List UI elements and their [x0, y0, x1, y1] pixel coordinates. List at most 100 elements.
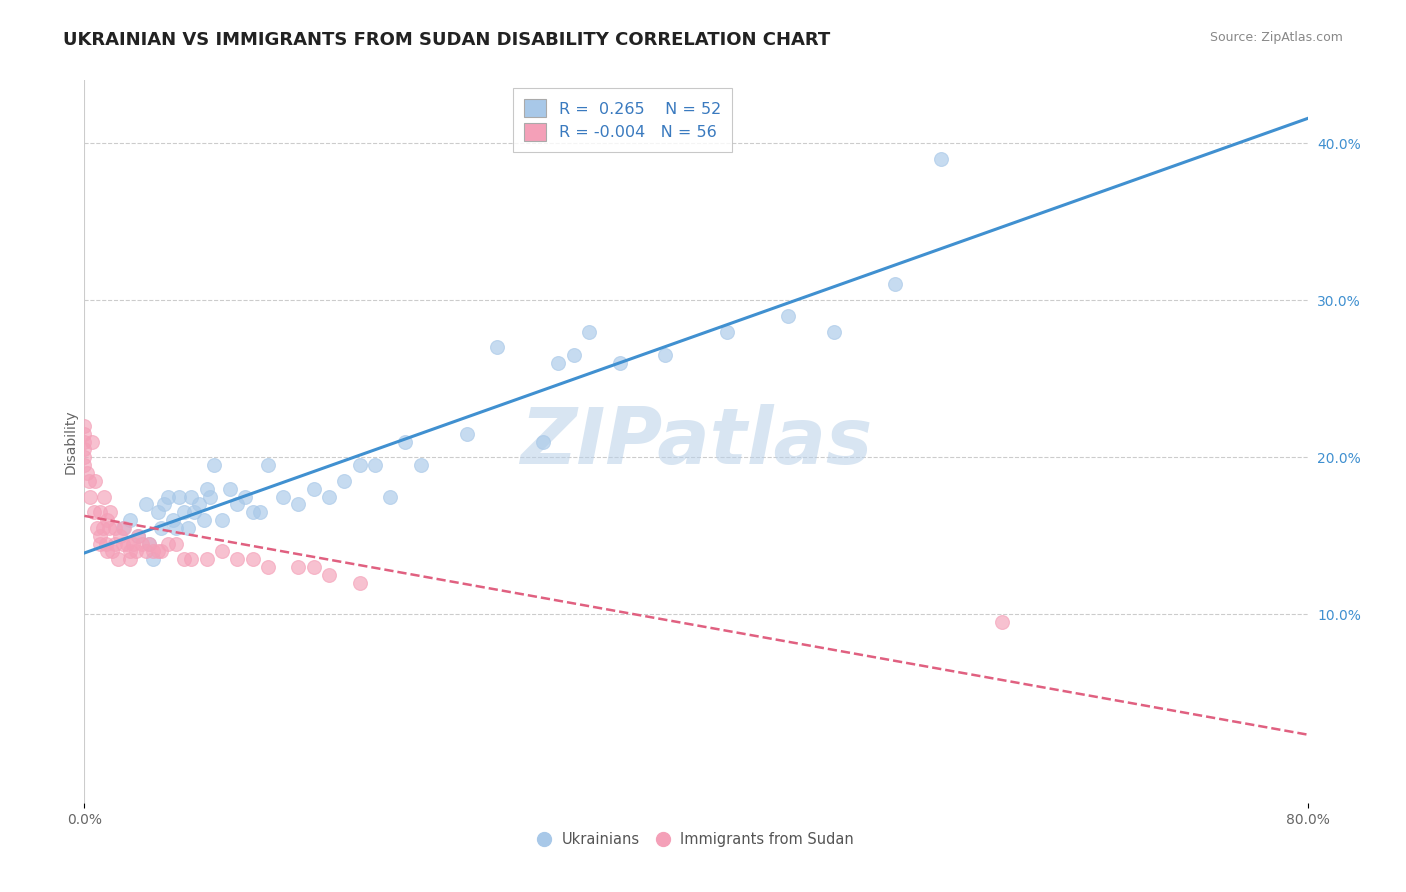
Point	[609, 356, 631, 370]
Point	[271, 490, 294, 504]
Point	[79, 490, 101, 504]
Point	[257, 560, 280, 574]
Point	[226, 552, 249, 566]
Point	[104, 536, 127, 550]
Point	[112, 521, 135, 535]
Point	[716, 325, 738, 339]
Point	[929, 152, 952, 166]
Point	[578, 325, 600, 339]
Point	[242, 552, 264, 566]
Point	[177, 521, 200, 535]
Point	[73, 426, 96, 441]
Point	[84, 474, 107, 488]
Point	[93, 490, 115, 504]
Point	[287, 497, 309, 511]
Point	[120, 552, 142, 566]
Point	[218, 482, 240, 496]
Text: ZIPatlas: ZIPatlas	[520, 403, 872, 480]
Point	[138, 536, 160, 550]
Y-axis label: Disability: Disability	[63, 409, 77, 474]
Point	[73, 418, 96, 433]
Point	[111, 521, 134, 535]
Point	[211, 544, 233, 558]
Point	[94, 536, 117, 550]
Point	[89, 536, 111, 550]
Point	[409, 458, 432, 472]
Point	[257, 458, 280, 472]
Point	[86, 521, 108, 535]
Point	[120, 544, 142, 558]
Point	[138, 536, 160, 550]
Point	[302, 482, 325, 496]
Point	[142, 552, 165, 566]
Point	[318, 490, 340, 504]
Point	[302, 560, 325, 574]
Point	[89, 529, 111, 543]
Point	[157, 536, 180, 550]
Point	[73, 442, 96, 457]
Point	[125, 544, 148, 558]
Point	[287, 560, 309, 574]
Point	[127, 529, 149, 543]
Point	[98, 505, 121, 519]
Point	[76, 466, 98, 480]
Point	[111, 536, 134, 550]
Text: UKRAINIAN VS IMMIGRANTS FROM SUDAN DISABILITY CORRELATION CHART: UKRAINIAN VS IMMIGRANTS FROM SUDAN DISAB…	[63, 31, 831, 49]
Point	[162, 513, 184, 527]
Point	[173, 552, 195, 566]
Point	[73, 458, 96, 472]
Point	[149, 544, 172, 558]
Point	[108, 529, 131, 543]
Point	[318, 568, 340, 582]
Point	[153, 497, 176, 511]
Point	[226, 497, 249, 511]
Point	[149, 521, 172, 535]
Point	[547, 356, 569, 370]
Point	[380, 490, 402, 504]
Point	[333, 474, 356, 488]
Point	[249, 505, 271, 519]
Point	[122, 536, 145, 550]
Point	[180, 490, 202, 504]
Point	[991, 615, 1014, 630]
Point	[193, 513, 215, 527]
Point	[73, 450, 96, 465]
Point	[531, 434, 554, 449]
Point	[77, 474, 100, 488]
Point	[394, 434, 416, 449]
Point	[173, 505, 195, 519]
Point	[97, 521, 120, 535]
Point	[91, 521, 114, 535]
Point	[211, 513, 233, 527]
Point	[167, 490, 190, 504]
Point	[823, 325, 845, 339]
Point	[776, 309, 799, 323]
Point	[180, 552, 202, 566]
Point	[165, 536, 187, 550]
Text: Source: ZipAtlas.com: Source: ZipAtlas.com	[1209, 31, 1343, 45]
Point	[120, 513, 142, 527]
Point	[101, 544, 124, 558]
Point	[202, 458, 225, 472]
Point	[195, 552, 218, 566]
Point	[195, 482, 218, 496]
Point	[486, 340, 509, 354]
Point	[349, 458, 371, 472]
Point	[104, 521, 127, 535]
Point	[89, 505, 111, 519]
Point	[146, 544, 169, 558]
Point	[80, 434, 103, 449]
Point	[107, 552, 129, 566]
Point	[562, 348, 585, 362]
Point	[233, 490, 256, 504]
Point	[188, 497, 211, 511]
Point	[157, 490, 180, 504]
Point	[73, 434, 96, 449]
Point	[131, 536, 153, 550]
Point	[883, 277, 905, 292]
Point	[349, 575, 371, 590]
Point	[654, 348, 676, 362]
Point	[135, 497, 157, 511]
Legend: Ukrainians, Immigrants from Sudan: Ukrainians, Immigrants from Sudan	[531, 827, 860, 854]
Point	[127, 529, 149, 543]
